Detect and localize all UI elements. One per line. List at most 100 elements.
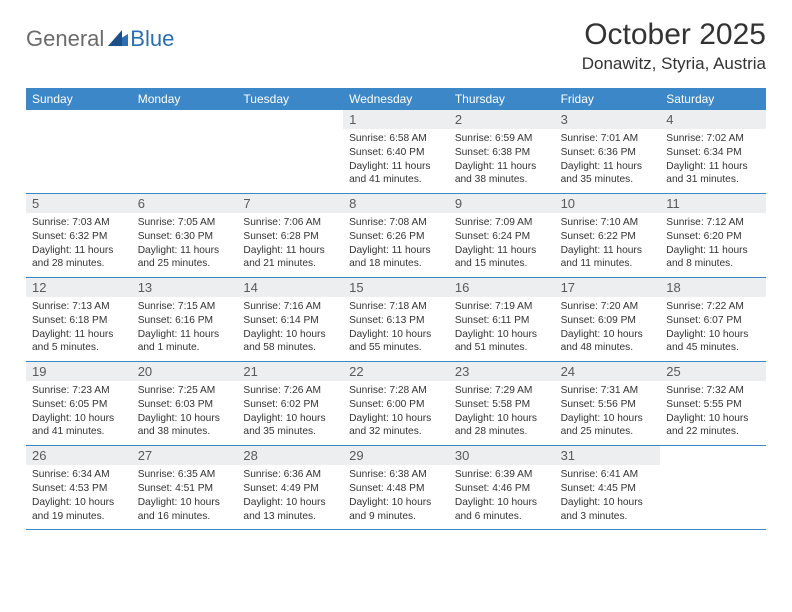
daylight-text: Daylight: 10 hours and 35 minutes. xyxy=(243,412,337,440)
sunrise-text: Sunrise: 7:01 AM xyxy=(561,132,655,146)
sunset-text: Sunset: 6:26 PM xyxy=(349,230,443,244)
sunset-text: Sunset: 4:45 PM xyxy=(561,482,655,496)
day-cell: 19 Sunrise: 7:23 AMSunset: 6:05 PMDayligh… xyxy=(26,362,132,445)
day-info: Sunrise: 7:10 AMSunset: 6:22 PMDaylight:… xyxy=(561,216,655,271)
day-cell: 31Sunrise: 6:41 AMSunset: 4:45 PMDayligh… xyxy=(555,446,661,529)
day-cell: 25Sunrise: 7:32 AMSunset: 5:55 PMDayligh… xyxy=(660,362,766,445)
daylight-text: Daylight: 11 hours and 8 minutes. xyxy=(666,244,760,272)
day-cell: 14Sunrise: 7:16 AMSunset: 6:14 PMDayligh… xyxy=(237,278,343,361)
sunset-text: Sunset: 4:53 PM xyxy=(32,482,126,496)
day-cell: 11Sunrise: 7:12 AMSunset: 6:20 PMDayligh… xyxy=(660,194,766,277)
daylight-text: Daylight: 10 hours and 3 minutes. xyxy=(561,496,655,524)
week-row: 12 Sunrise: 7:13 AMSunset: 6:18 PM Dayligh… xyxy=(26,278,766,362)
day-cell: 9Sunrise: 7:09 AMSunset: 6:24 PMDaylight… xyxy=(449,194,555,277)
sunrise-text: Sunrise: 7:05 AM xyxy=(138,216,232,230)
weekday-cell: Tuesday xyxy=(237,88,343,110)
sunrise-text: Sunrise: 7:25 AM xyxy=(138,384,232,398)
weekday-cell: Saturday xyxy=(660,88,766,110)
day-number: 8 xyxy=(343,194,449,213)
day-info: Sunrise: 7:03 AMSunset: 6:32 PMDaylight:… xyxy=(32,216,126,271)
day-number: 12 xyxy=(26,278,132,297)
sunset-text: Sunset: 6:11 PM xyxy=(455,314,549,328)
sunset-text: Sunset: 5:55 PM xyxy=(666,398,760,412)
logo-mark-icon xyxy=(108,28,128,51)
day-cell: . xyxy=(26,110,132,193)
daylight-text: Daylight: 10 hours and 58 minutes. xyxy=(243,328,337,356)
day-cell: 8 Sunrise: 7:08 AMSunset: 6:26 PMDaylight… xyxy=(343,194,449,277)
sunrise-text: Sunrise: 6:41 AM xyxy=(561,468,655,482)
logo-text-blue: Blue xyxy=(130,26,174,52)
weekday-cell: Friday xyxy=(555,88,661,110)
day-info: Sunrise: 6:41 AMSunset: 4:45 PMDaylight:… xyxy=(561,468,655,523)
sunset-text: Sunset: 5:58 PM xyxy=(455,398,549,412)
day-cell: 10 Sunrise: 7:10 AMSunset: 6:22 PMDayligh… xyxy=(555,194,661,277)
day-cell: . xyxy=(660,446,766,529)
week-row: 5 Sunrise: 7:03 AMSunset: 6:32 PMDaylight… xyxy=(26,194,766,278)
day-info: Sunrise: 7:01 AMSunset: 6:36 PMDaylight:… xyxy=(561,132,655,187)
daylight-text: Daylight: 10 hours and 32 minutes. xyxy=(349,412,443,440)
sunset-text: Sunset: 6:02 PM xyxy=(243,398,337,412)
month-title: October 2025 xyxy=(582,18,766,52)
day-cell: 15Sunrise: 7:18 AMSunset: 6:13 PMDayligh… xyxy=(343,278,449,361)
sunset-text: Sunset: 4:48 PM xyxy=(349,482,443,496)
sunset-text: Sunset: 6:13 PM xyxy=(349,314,443,328)
sunrise-text: Sunrise: 6:58 AM xyxy=(349,132,443,146)
day-cell: 20Sunrise: 7:25 AMSunset: 6:03 PMDayligh… xyxy=(132,362,238,445)
sunset-text: Sunset: 6:09 PM xyxy=(561,314,655,328)
sunrise-text: Sunrise: 7:19 AM xyxy=(455,300,549,314)
day-info: Sunrise: 7:28 AMSunset: 6:00 PMDaylight:… xyxy=(349,384,443,439)
day-cell: 30Sunrise: 6:39 AMSunset: 4:46 PMDayligh… xyxy=(449,446,555,529)
day-number: 5 xyxy=(26,194,132,213)
daylight-text: Daylight: 11 hours and 18 minutes. xyxy=(349,244,443,272)
day-info: Sunrise: 7:26 AMSunset: 6:02 PMDaylight:… xyxy=(243,384,337,439)
day-info: Sunrise: 7:23 AMSunset: 6:05 PMDaylight:… xyxy=(32,384,126,439)
daylight-text: Daylight: 10 hours and 6 minutes. xyxy=(455,496,549,524)
sunset-text: Sunset: 6:40 PM xyxy=(349,146,443,160)
daylight-text: Daylight: 10 hours and 13 minutes. xyxy=(243,496,337,524)
sunset-text: Sunset: 6:03 PM xyxy=(138,398,232,412)
daylight-text: Daylight: 11 hours and 28 minutes. xyxy=(32,244,126,272)
day-info: Sunrise: 6:35 AMSunset: 4:51 PMDaylight:… xyxy=(138,468,232,523)
sunrise-text: Sunrise: 7:13 AM xyxy=(32,300,126,314)
daylight-text: Daylight: 10 hours and 51 minutes. xyxy=(455,328,549,356)
day-number: 6 xyxy=(132,194,238,213)
day-info: Sunrise: 7:25 AMSunset: 6:03 PMDaylight:… xyxy=(138,384,232,439)
daylight-text: Daylight: 11 hours and 15 minutes. xyxy=(455,244,549,272)
day-info: Sunrise: 7:08 AMSunset: 6:26 PMDaylight:… xyxy=(349,216,443,271)
daylight-text: Daylight: 11 hours and 21 minutes. xyxy=(243,244,337,272)
sunset-text: Sunset: 5:56 PM xyxy=(561,398,655,412)
sunset-text: Sunset: 6:14 PM xyxy=(243,314,337,328)
location: Donawitz, Styria, Austria xyxy=(582,54,766,74)
day-info: Sunrise: 7:19 AMSunset: 6:11 PMDaylight:… xyxy=(455,300,549,355)
day-number: 9 xyxy=(449,194,555,213)
day-info: Sunrise: 7:05 AMSunset: 6:30 PMDaylight:… xyxy=(138,216,232,271)
daylight-text: Daylight: 10 hours and 9 minutes. xyxy=(349,496,443,524)
day-info: Sunrise: 7:15 AMSunset: 6:16 PMDaylight:… xyxy=(138,300,232,355)
sunset-text: Sunset: 6:18 PM xyxy=(32,314,126,328)
day-number: 17 xyxy=(555,278,661,297)
day-number: 10 xyxy=(555,194,661,213)
day-cell: 4Sunrise: 7:02 AMSunset: 6:34 PMDaylight… xyxy=(660,110,766,193)
sunrise-text: Sunrise: 7:32 AM xyxy=(666,384,760,398)
sunset-text: Sunset: 6:22 PM xyxy=(561,230,655,244)
daylight-text: Daylight: 10 hours and 38 minutes. xyxy=(138,412,232,440)
sunrise-text: Sunrise: 7:12 AM xyxy=(666,216,760,230)
week-row: 26Sunrise: 6:34 AMSunset: 4:53 PMDayligh… xyxy=(26,446,766,530)
day-number: 23 xyxy=(449,362,555,381)
daylight-text: Daylight: 10 hours and 22 minutes. xyxy=(666,412,760,440)
day-number: 18 xyxy=(660,278,766,297)
sunset-text: Sunset: 6:28 PM xyxy=(243,230,337,244)
sunrise-text: Sunrise: 7:23 AM xyxy=(32,384,126,398)
sunrise-text: Sunrise: 7:10 AM xyxy=(561,216,655,230)
sunrise-text: Sunrise: 7:22 AM xyxy=(666,300,760,314)
day-cell: 23Sunrise: 7:29 AMSunset: 5:58 PMDayligh… xyxy=(449,362,555,445)
sunrise-text: Sunrise: 7:08 AM xyxy=(349,216,443,230)
day-number: 19 xyxy=(26,362,132,381)
sunrise-text: Sunrise: 6:39 AM xyxy=(455,468,549,482)
day-number: 1 xyxy=(343,110,449,129)
sunrise-text: Sunrise: 6:38 AM xyxy=(349,468,443,482)
day-cell: 3Sunrise: 7:01 AMSunset: 6:36 PMDaylight… xyxy=(555,110,661,193)
day-number: 14 xyxy=(237,278,343,297)
daylight-text: Daylight: 10 hours and 48 minutes. xyxy=(561,328,655,356)
sunrise-text: Sunrise: 6:35 AM xyxy=(138,468,232,482)
